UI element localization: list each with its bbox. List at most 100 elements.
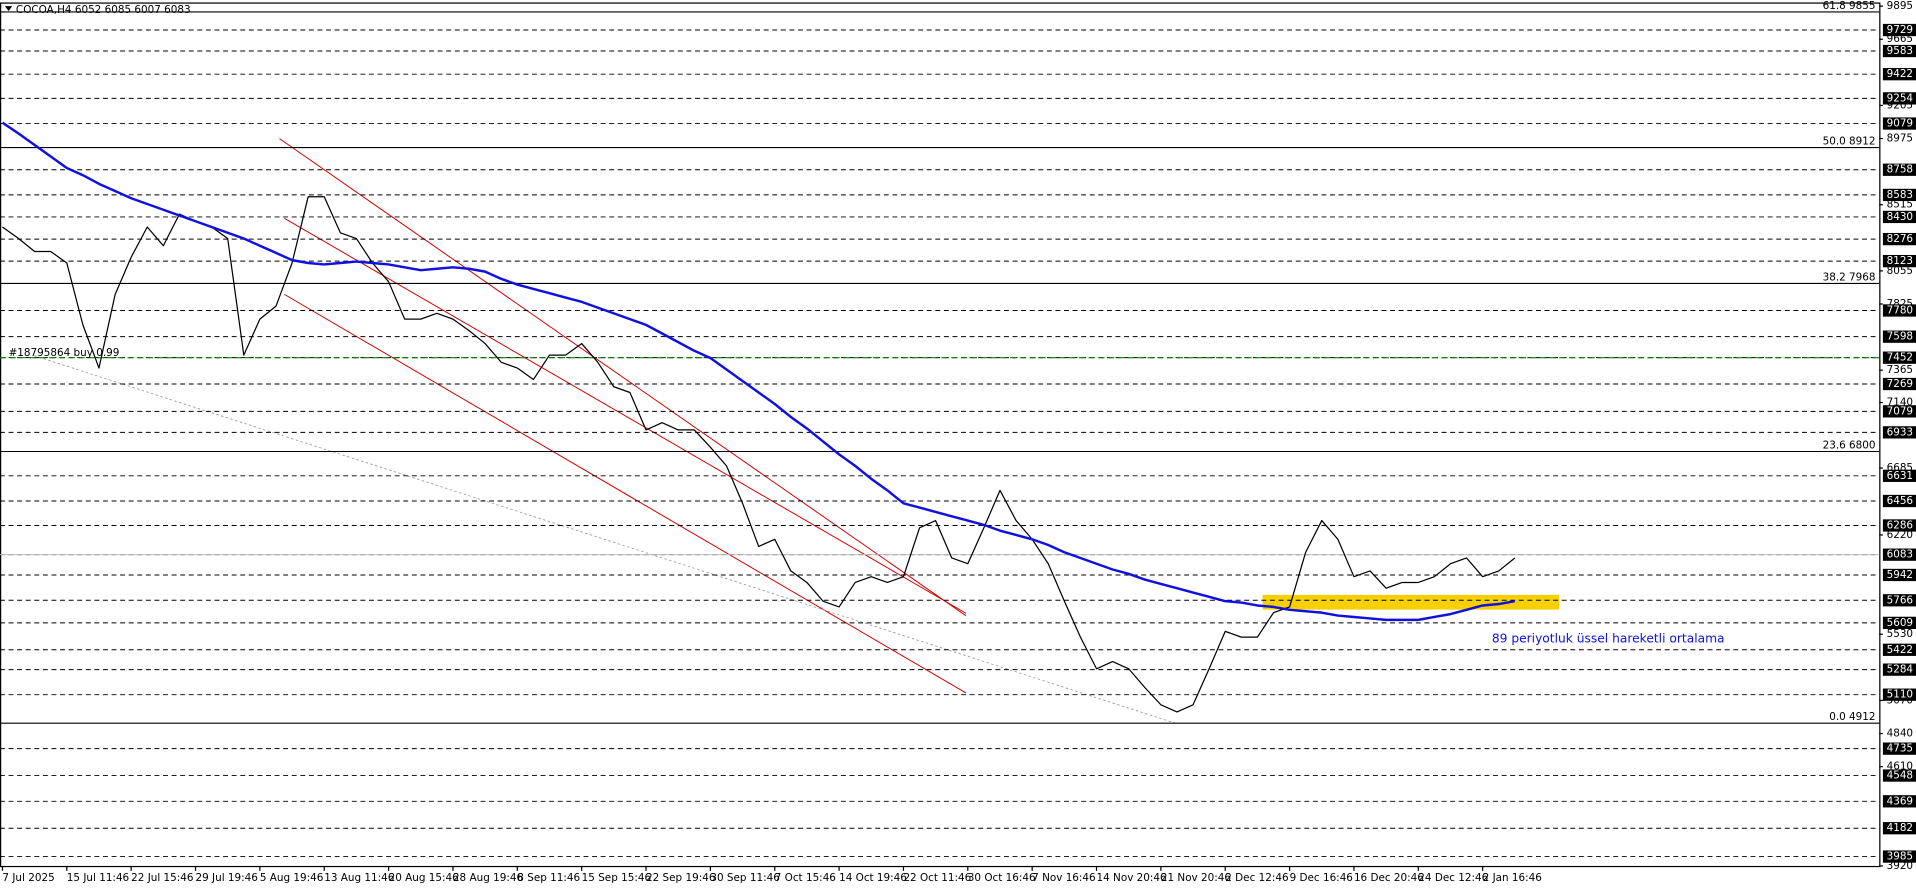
- level-label-box: [1882, 519, 1916, 532]
- x-tick-label: 30 Sep 11:46: [710, 872, 779, 884]
- y-tick-label: 7365: [1887, 364, 1913, 376]
- level-label: 5110: [1887, 689, 1913, 701]
- level-label: 5422: [1887, 644, 1913, 656]
- level-label: 6933: [1887, 426, 1913, 438]
- level-label-box: [1882, 548, 1916, 561]
- x-tick-label: 16 Dec 20:46: [1354, 872, 1424, 884]
- level-label: 9254: [1887, 92, 1914, 104]
- level-label-box: [1882, 351, 1916, 364]
- x-tick-label: 9 Dec 16:46: [1290, 872, 1353, 884]
- level-label-box: [1882, 117, 1916, 130]
- level-label-box: [1882, 44, 1916, 58]
- fib-label: 0.0 4912: [1829, 711, 1875, 723]
- level-label-box: [1882, 469, 1916, 482]
- price-line: [2, 196, 1516, 713]
- fib-label: 50.0 8912: [1823, 135, 1876, 147]
- level-label-box: [1882, 210, 1916, 224]
- level-label-box: [1882, 188, 1916, 202]
- level-label: 3985: [1887, 851, 1913, 863]
- y-tick-label: 5530: [1887, 628, 1913, 640]
- x-tick-label: 28 Aug 19:46: [453, 872, 523, 884]
- fib-label: 23.6 6800: [1823, 439, 1876, 451]
- level-label-box: [1882, 426, 1916, 439]
- x-tick-label: 7 Jul 2025: [2, 872, 54, 884]
- level-label-box: [1882, 163, 1916, 176]
- x-tick-label: 7 Oct 15:46: [775, 872, 836, 884]
- level-label-box: [1882, 232, 1916, 246]
- level-label-box: [1882, 688, 1916, 701]
- level-label-box: [1882, 68, 1916, 81]
- x-tick-label: 2 Jan 16:46: [1483, 872, 1542, 884]
- level-label: 9729: [1887, 24, 1913, 36]
- level-label-box: [1882, 594, 1916, 607]
- level-label: 9079: [1887, 118, 1913, 130]
- ema-annotation: 89 periyotluk üssel hareketli ortalama: [1492, 632, 1725, 646]
- level-label-box: [1882, 663, 1916, 676]
- chart-title: COCOA,H4 6052 6085 6007 6083: [16, 4, 191, 16]
- x-tick-label: 7 Nov 16:46: [1032, 872, 1096, 884]
- level-label: 4548: [1887, 770, 1913, 782]
- x-tick-label: 15 Jul 11:46: [67, 872, 129, 884]
- x-tick-label: 30 Oct 16:46: [968, 872, 1036, 884]
- level-label: 5609: [1887, 617, 1913, 629]
- x-tick-label: 14 Nov 20:46: [1097, 872, 1167, 884]
- x-tick-label: 21 Nov 20:46: [1161, 872, 1231, 884]
- x-tick-label: 29 Jul 19:46: [196, 872, 258, 884]
- y-tick-label: 8055: [1887, 265, 1913, 277]
- level-label-box: [1882, 92, 1916, 105]
- level-label: 7598: [1887, 331, 1913, 343]
- x-tick-label: 14 Oct 19:46: [839, 872, 907, 884]
- fib-label: 61.8 9855: [1823, 0, 1876, 12]
- channel: [279, 138, 967, 694]
- level-label: 7269: [1887, 378, 1913, 390]
- level-label-box: [1882, 254, 1916, 268]
- x-tick-label: 24 Dec 12:46: [1418, 872, 1488, 884]
- y-tick-label: 6220: [1887, 529, 1913, 541]
- level-label-box: [1882, 405, 1916, 418]
- level-label: 8430: [1887, 211, 1913, 223]
- fib-label: 38.2 7968: [1823, 271, 1876, 283]
- level-label: 5942: [1887, 569, 1913, 581]
- channel-line: [279, 138, 967, 617]
- ema-line: [1, 121, 1516, 622]
- level-label: 8758: [1887, 164, 1913, 176]
- x-tick-label: 8 Sep 11:46: [517, 872, 580, 884]
- x-tick-label: 13 Aug 11:46: [324, 872, 394, 884]
- y-tick-label: 8515: [1887, 199, 1913, 211]
- x-tick-label: 15 Sep 15:46: [582, 872, 651, 884]
- trend-line: [34, 355, 1177, 725]
- level-label: 5766: [1887, 594, 1913, 606]
- level-label: 5284: [1887, 664, 1914, 676]
- y-tick-label: 8975: [1887, 133, 1913, 145]
- level-label: 9583: [1887, 45, 1913, 57]
- level-label: 7079: [1887, 405, 1913, 417]
- level-label-box: [1882, 568, 1916, 582]
- level-label-box: [1882, 494, 1916, 508]
- level-label-box: [1882, 742, 1916, 755]
- x-tick-label: 20 Aug 15:46: [389, 872, 459, 884]
- x-tick-label: 22 Oct 11:46: [903, 872, 971, 884]
- x-tick-label: 22 Jul 15:46: [131, 872, 193, 884]
- level-label: 7452: [1887, 352, 1913, 364]
- y-tick-label: 4840: [1887, 728, 1913, 740]
- level-label: 4182: [1887, 822, 1913, 834]
- level-label: 7780: [1887, 304, 1913, 316]
- level-label: 9422: [1887, 68, 1913, 80]
- level-label: 6083: [1887, 549, 1913, 561]
- x-tick-label: 5 Aug 19:46: [260, 872, 324, 884]
- level-label: 4735: [1887, 743, 1913, 755]
- y-tick-label: 9665: [1887, 33, 1913, 45]
- y-tick-label: 9895: [1887, 0, 1913, 12]
- level-label: 8123: [1887, 255, 1913, 267]
- channel-line: [284, 293, 967, 694]
- menu-arrow: [4, 6, 13, 12]
- x-tick-label: 22 Sep 19:46: [646, 872, 715, 884]
- level-label: 6456: [1887, 495, 1913, 507]
- level-label-box: [1882, 795, 1916, 808]
- level-label-box: [1882, 850, 1916, 863]
- level-label-box: [1882, 377, 1916, 391]
- level-label: 6631: [1887, 470, 1913, 482]
- y-tick-label: 3920: [1887, 860, 1913, 872]
